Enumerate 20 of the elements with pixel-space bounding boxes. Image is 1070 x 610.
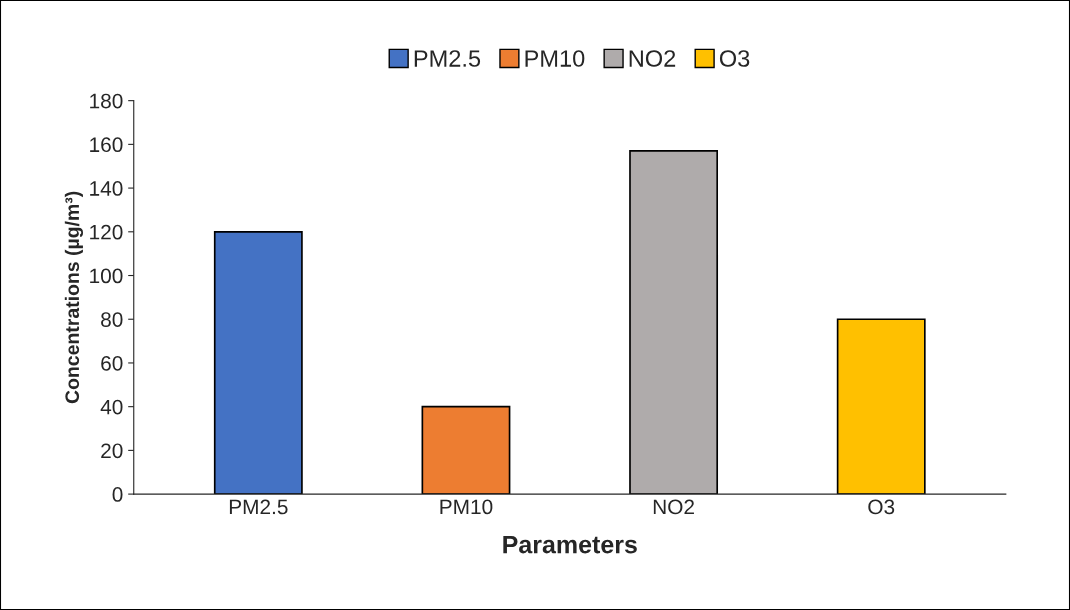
y-tick-label: 180 [90,93,123,109]
legend-label: PM2.5 [414,50,481,67]
y-tick-label: 120 [90,224,123,240]
y-tick-label: 0 [112,487,123,502]
x-tick-label: NO2 [653,499,694,515]
y-tick-label: 40 [100,399,123,415]
x-tick-label: PM10 [440,499,493,515]
y-tick-label: 80 [101,312,123,327]
x-axis-title: Parameters [503,535,637,554]
legend-label: O3 [719,50,750,67]
legend-label: NO2 [629,50,676,67]
y-axis-title: Concentrations (µg/m³) [64,191,84,404]
legend-label: PM10 [525,50,585,67]
y-tick-label: 20 [101,443,123,459]
x-tick-label: PM2.5 [229,499,288,515]
y-tick-label: 100 [90,268,123,284]
x-tick-label: O3 [868,499,895,515]
y-tick-label: 160 [90,137,123,153]
y-tick-label: 140 [90,181,123,196]
y-tick-label: 60 [101,355,123,371]
